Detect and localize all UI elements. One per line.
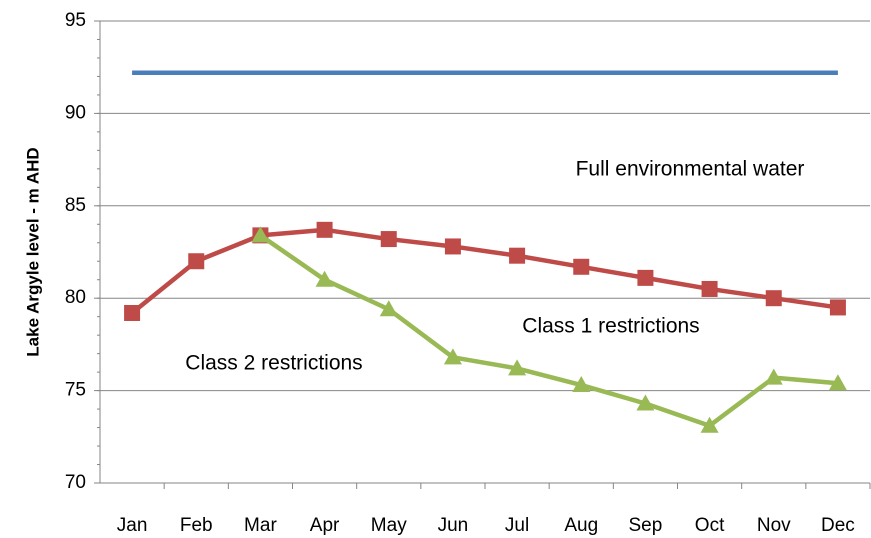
- y-tick-label: 90: [65, 102, 86, 123]
- x-tick-label: Jul: [505, 515, 529, 536]
- marker: [636, 394, 655, 411]
- y-tick-label: 70: [65, 472, 86, 493]
- x-tick-label: Aug: [564, 515, 598, 536]
- x-tick-label: Oct: [695, 515, 725, 536]
- series-line: [130, 227, 839, 315]
- marker: [701, 280, 718, 297]
- marker: [188, 253, 205, 270]
- marker: [637, 269, 654, 286]
- x-tick-label: Sep: [629, 515, 663, 536]
- marker: [380, 231, 397, 248]
- marker: [251, 226, 270, 243]
- marker: [316, 221, 333, 238]
- marker: [509, 247, 526, 264]
- marker: [444, 238, 461, 255]
- marker: [124, 304, 141, 321]
- y-tick-label: 75: [65, 380, 86, 401]
- annotation: Full environmental water: [576, 158, 805, 181]
- marker: [700, 416, 719, 433]
- x-tick-label: Dec: [821, 515, 855, 536]
- x-tick-label: Feb: [180, 515, 213, 536]
- marker: [828, 374, 847, 391]
- marker: [572, 376, 591, 393]
- marker: [379, 300, 398, 317]
- y-tick-label: 80: [65, 287, 86, 308]
- y-tick-label: 85: [65, 195, 86, 216]
- marker: [573, 258, 590, 275]
- marker: [764, 368, 783, 385]
- y-axis-label: Lake Argyle level - m AHD: [23, 147, 42, 356]
- x-tick-label: Jun: [438, 515, 469, 536]
- x-tick-label: Jan: [117, 515, 148, 536]
- marker: [315, 270, 334, 287]
- y-tick-label: 95: [65, 10, 86, 31]
- annotation: Class 1 restrictions: [522, 315, 699, 338]
- series-line: [259, 233, 839, 428]
- marker: [508, 359, 527, 376]
- x-tick-label: Mar: [244, 515, 277, 536]
- marker: [765, 290, 782, 307]
- marker: [443, 348, 462, 365]
- x-tick-label: Nov: [757, 515, 791, 536]
- marker: [829, 299, 846, 316]
- x-tick-label: May: [371, 515, 407, 536]
- x-tick-label: Apr: [310, 515, 340, 536]
- annotation: Class 2 restrictions: [185, 352, 362, 375]
